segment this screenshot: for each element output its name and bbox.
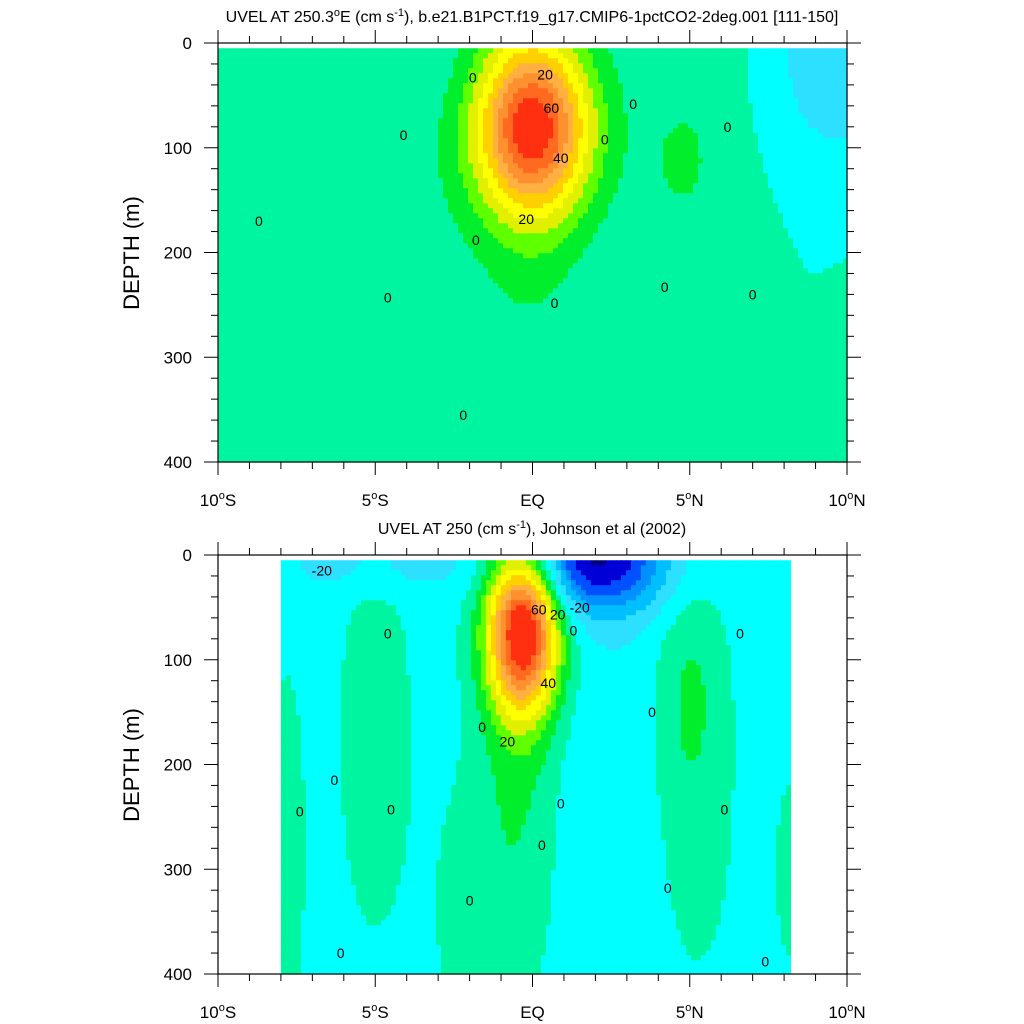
contour-label: 20 (500, 733, 516, 749)
contour-label: 20 (537, 66, 553, 82)
contour-label: 0 (384, 290, 392, 306)
contour-label: 0 (538, 837, 546, 853)
x-tick-label: 5oN (676, 1002, 704, 1022)
contour-label: 0 (384, 626, 392, 642)
panel-1-title: UVEL AT 250.3oE (cm s-1), b.e21.B1PCT.f1… (226, 7, 839, 26)
panel-2-ylabel: DEPTH (m) (119, 708, 144, 822)
y-tick-label: 100 (164, 139, 192, 158)
contour-label: 0 (664, 880, 672, 896)
y-tick-label: 100 (164, 651, 192, 670)
panel-2-title: UVEL AT 250 (cm s-1), Johnson et al (200… (378, 519, 686, 538)
contour-label: 60 (531, 601, 547, 617)
contour-label: 0 (330, 772, 338, 788)
x-tick-label: EQ (520, 1003, 545, 1022)
x-tick-label: 5oS (362, 490, 389, 510)
contour-label: 0 (387, 802, 395, 818)
contour-label: 0 (400, 127, 408, 143)
contour-label: 0 (296, 804, 304, 820)
contour-label: 40 (553, 150, 569, 166)
y-tick-label: 300 (164, 348, 192, 367)
x-tick-label: 10oS (200, 1002, 236, 1022)
y-tick-label: 0 (183, 546, 192, 565)
contour-label: 0 (601, 131, 609, 147)
contour-label: -20 (570, 599, 590, 615)
panel-1-ylabel: DEPTH (m) (119, 196, 144, 310)
contour-label: 20 (518, 211, 534, 227)
contour-label: 0 (569, 622, 577, 638)
contour-label: 0 (661, 279, 669, 295)
contour-label: 0 (255, 213, 263, 229)
contour-label: 0 (749, 286, 757, 302)
contour-label: 0 (478, 719, 486, 735)
contour-label: 0 (557, 795, 565, 811)
contour-label: 0 (648, 704, 656, 720)
x-tick-label: 10oN (828, 1002, 865, 1022)
contour-label: 0 (469, 70, 477, 86)
x-tick-label: 5oS (362, 1002, 389, 1022)
y-tick-label: 300 (164, 860, 192, 879)
contour-label: 60 (544, 100, 560, 116)
y-tick-label: 0 (183, 34, 192, 53)
contour-label: 0 (551, 295, 559, 311)
contour-label: 0 (761, 953, 769, 969)
contour-label: 0 (736, 626, 744, 642)
contour-label: 0 (337, 945, 345, 961)
contour-label: 40 (540, 675, 556, 691)
x-axis: 10oS 5oS EQ 5oN 10oN (200, 30, 866, 510)
contour-label: 0 (466, 893, 474, 909)
contour-fill (218, 48, 848, 463)
contour-label: -20 (312, 563, 332, 579)
contour-label: 0 (724, 119, 732, 135)
contour-label: 0 (459, 407, 467, 423)
x-tick-label: 10oS (200, 490, 236, 510)
y-tick-label: 400 (164, 453, 192, 472)
panel-1: UVEL AT 250.3oE (cm s-1), b.e21.B1PCT.f1… (119, 7, 866, 510)
panel-2: UVEL AT 250 (cm s-1), Johnson et al (200… (119, 519, 866, 1022)
x-axis: 10oS 5oS EQ 5oN 10oN (200, 542, 866, 1022)
y-tick-label: 200 (164, 244, 192, 263)
x-tick-label: EQ (520, 491, 545, 510)
contour-label: 0 (720, 802, 728, 818)
contour-label: 0 (629, 96, 637, 112)
y-tick-label: 400 (164, 965, 192, 984)
x-tick-label: 10oN (828, 490, 865, 510)
contour-label: 20 (550, 607, 566, 623)
contour-fill (280, 560, 791, 975)
x-tick-label: 5oN (676, 490, 704, 510)
y-tick-label: 200 (164, 756, 192, 775)
contour-label: 0 (472, 232, 480, 248)
